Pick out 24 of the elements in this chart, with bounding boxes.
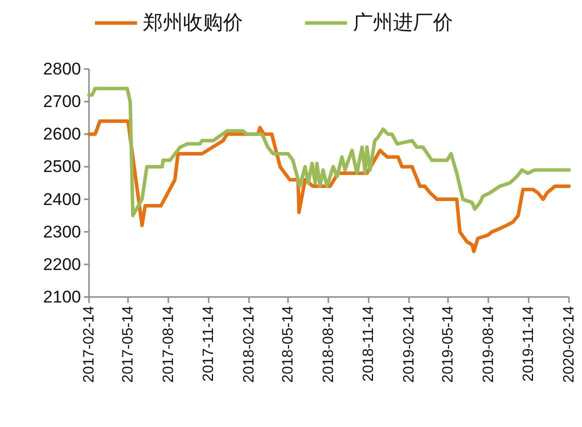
y-tick-label: 2100 bbox=[43, 288, 81, 306]
x-tick-label: 2019-05-14 bbox=[440, 306, 457, 383]
x-tick-label: 2017-02-14 bbox=[80, 306, 98, 383]
x-tick-label: 2020-02-14 bbox=[560, 306, 578, 383]
x-tick-label: 2018-05-14 bbox=[280, 306, 297, 383]
y-tick-label: 2200 bbox=[43, 254, 81, 274]
y-tick-label: 2500 bbox=[43, 157, 81, 176]
legend-label: 郑州收购价 bbox=[143, 12, 243, 34]
y-tick-label: 2800 bbox=[43, 60, 81, 78]
x-tick-label: 2018-02-14 bbox=[240, 306, 258, 383]
line-series bbox=[87, 86, 571, 218]
y-tick-label: 2600 bbox=[43, 124, 81, 144]
x-tick-label: 2017-05-14 bbox=[120, 306, 137, 383]
y-tick-label: 2700 bbox=[43, 92, 81, 112]
y-tick-label: 2400 bbox=[43, 190, 81, 209]
x-tick-label: 2018-11-14 bbox=[360, 306, 378, 382]
x-tick-label: 2019-11-14 bbox=[520, 306, 538, 382]
x-tick-label: 2018-08-14 bbox=[320, 306, 337, 383]
x-tick-label: 2017-11-14 bbox=[200, 306, 218, 382]
x-tick-label: 2019-02-14 bbox=[400, 306, 418, 383]
x-tick-label: 2017-08-14 bbox=[160, 306, 177, 383]
legend-label: 广州进厂价 bbox=[353, 12, 453, 34]
x-tick-label: 2019-08-14 bbox=[480, 306, 497, 383]
y-tick-label: 2300 bbox=[43, 222, 81, 242]
